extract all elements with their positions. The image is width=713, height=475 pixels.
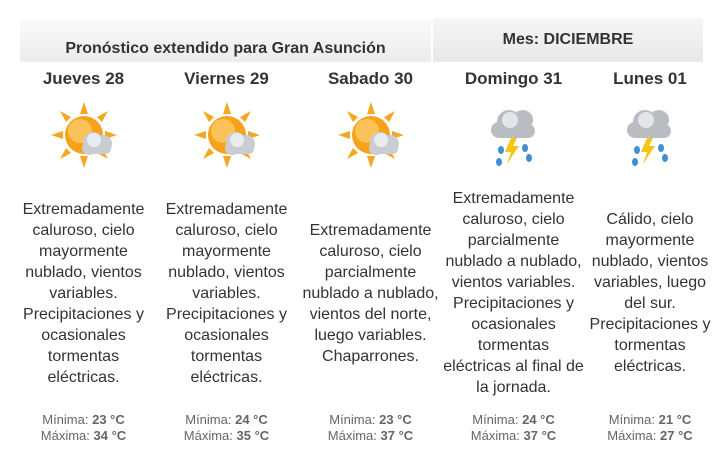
max-row: Máxima: 37 °C xyxy=(299,428,442,444)
max-row: Máxima: 37 °C xyxy=(442,428,585,444)
description: Extremadamente caluroso, cielo parcialme… xyxy=(443,190,584,396)
description: Extremadamente caluroso, cielo parcialme… xyxy=(302,221,439,365)
day-name: Domingo 31 xyxy=(464,69,563,88)
max-value: 37 °C xyxy=(523,428,557,443)
max-value: 27 °C xyxy=(660,428,693,443)
description-box: Extremadamente caluroso, cielo mayorment… xyxy=(155,178,298,408)
weather-icon-shape xyxy=(194,102,260,168)
description: Extremadamente caluroso, cielo mayorment… xyxy=(22,200,145,386)
min-value: 23 °C xyxy=(379,412,412,427)
description-box: Extremadamente caluroso, cielo mayorment… xyxy=(12,178,155,408)
max-row: Máxima: 27 °C xyxy=(587,428,713,444)
temperatures: Mínima: 24 °C Máxima: 37 °C xyxy=(442,412,585,444)
header-title: Pronóstico extendido para Gran Asunción xyxy=(65,40,386,57)
day-column: Domingo 31 Extremadamente caluroso, cielo… xyxy=(442,68,585,468)
weather-icon-shape xyxy=(338,102,404,168)
day-column: Jueves 28 Extremadamente caluroso, cielo … xyxy=(12,68,155,468)
min-value: 21 °C xyxy=(658,412,692,427)
description-box: Extremadamente caluroso, cielo parcialme… xyxy=(442,178,585,408)
day-column: Viernes 29 Extremadamente caluroso, cielo… xyxy=(155,68,298,468)
description-box: Cálido, cielo mayormente nublado, viento… xyxy=(587,178,713,408)
header-month: Mes: DICIEMBRE xyxy=(502,31,634,48)
header-bar xyxy=(20,20,431,62)
max-row: Máxima: 34 °C xyxy=(12,428,155,444)
min-label: Mínima: xyxy=(329,412,376,427)
temperatures: Mínima: 24 °C Máxima: 35 °C xyxy=(155,412,298,444)
max-label: Máxima: xyxy=(470,428,520,443)
description-box: Extremadamente caluroso, cielo parcialme… xyxy=(299,178,442,408)
max-row: Máxima: 35 °C xyxy=(155,428,298,444)
description: Cálido, cielo mayormente nublado, viento… xyxy=(589,211,711,375)
max-label: Máxima: xyxy=(40,428,90,443)
day-name: Lunes 01 xyxy=(613,69,687,88)
max-value: 35 °C xyxy=(236,428,270,443)
day-column: Sabado 30 Extremadamente caluroso, cielo … xyxy=(299,68,442,468)
max-value: 34 °C xyxy=(93,428,127,443)
description: Extremadamente caluroso, cielo mayorment… xyxy=(165,200,288,386)
min-label: Mínima: xyxy=(608,412,655,427)
weather-icon-shape xyxy=(51,102,117,168)
min-row: Mínima: 24 °C xyxy=(155,412,298,428)
day-name: Viernes 29 xyxy=(184,69,269,88)
max-value: 37 °C xyxy=(380,428,414,443)
day-name: Jueves 28 xyxy=(42,69,125,88)
max-label: Máxima: xyxy=(327,428,377,443)
day-column: Lunes 01 Cálido, cielo mayormente nublado… xyxy=(587,68,713,468)
header-bar xyxy=(433,18,703,62)
min-label: Mínima: xyxy=(42,412,89,427)
day-name: Sabado 30 xyxy=(327,69,414,88)
min-row: Mínima: 23 °C xyxy=(299,412,442,428)
min-row: Mínima: 23 °C xyxy=(12,412,155,428)
max-label: Máxima: xyxy=(183,428,233,443)
min-row: Mínima: 24 °C xyxy=(442,412,585,428)
temperatures: Mínima: 23 °C Máxima: 34 °C xyxy=(12,412,155,444)
weather-icon xyxy=(479,100,549,170)
min-value: 24 °C xyxy=(235,412,268,427)
weather-icon-shape xyxy=(627,110,671,166)
max-label: Máxima: xyxy=(607,428,657,443)
weather-icon xyxy=(49,100,119,170)
temperatures: Mínima: 21 °C Máxima: 27 °C xyxy=(587,412,713,444)
min-label: Mínima: xyxy=(472,412,519,427)
weather-icon-shape xyxy=(491,110,535,166)
min-value: 23 °C xyxy=(92,412,125,427)
temperatures: Mínima: 23 °C Máxima: 37 °C xyxy=(299,412,442,444)
weather-icon xyxy=(192,100,262,170)
weather-icon xyxy=(336,100,406,170)
weather-icon xyxy=(615,100,685,170)
min-row: Mínima: 21 °C xyxy=(587,412,713,428)
min-value: 24 °C xyxy=(522,412,555,427)
min-label: Mínima: xyxy=(185,412,232,427)
